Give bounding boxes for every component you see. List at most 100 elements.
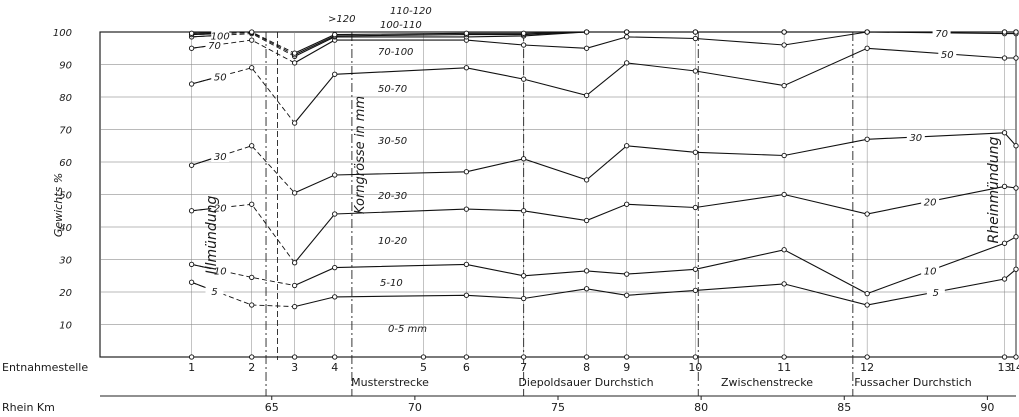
sample-point xyxy=(864,302,870,308)
station-row-label: Entnahmestelle xyxy=(2,361,88,374)
curve-label-bg xyxy=(211,70,230,83)
curve-label-bg xyxy=(211,201,230,214)
sample-point xyxy=(463,292,470,298)
sample-point xyxy=(692,149,699,155)
sample-point xyxy=(463,261,470,268)
sample-point xyxy=(864,45,870,51)
sample-point xyxy=(583,177,590,183)
fraction-label-50-70: 50-70 xyxy=(378,84,407,95)
station-marker xyxy=(1013,354,1019,360)
station-label: 7 xyxy=(520,361,527,374)
sample-point xyxy=(781,191,787,198)
station-label: 6 xyxy=(463,361,470,374)
sample-point xyxy=(332,211,338,217)
curve-label: 30 xyxy=(909,133,922,144)
sample-point xyxy=(1013,29,1019,35)
station-marker xyxy=(1001,354,1008,360)
sample-point xyxy=(521,208,527,214)
sample-point xyxy=(781,29,787,35)
sample-point xyxy=(624,201,630,207)
y-axis-title: Gewichts % xyxy=(52,173,65,237)
sample-point xyxy=(1013,55,1019,61)
sample-point xyxy=(291,303,298,310)
station-label: 12 xyxy=(860,361,874,374)
station-marker xyxy=(781,354,787,360)
sample-point xyxy=(583,217,590,224)
curve-label: 50 xyxy=(214,72,227,83)
sample-point xyxy=(188,279,195,285)
sample-point xyxy=(521,295,527,302)
sample-point xyxy=(624,271,630,277)
sample-point xyxy=(864,29,870,35)
curve-label-bg xyxy=(205,284,224,297)
fraction-label-30-50: 30-50 xyxy=(378,136,407,147)
sample-point xyxy=(1001,183,1008,190)
curve-label-bg xyxy=(906,130,925,143)
km-tick-label: 90 xyxy=(980,401,994,414)
sample-point xyxy=(463,30,470,36)
sample-point xyxy=(692,287,699,294)
curve-label: 50 xyxy=(941,50,954,61)
sample-point xyxy=(291,120,298,126)
sample-point xyxy=(624,143,630,149)
sample-point xyxy=(1001,29,1008,35)
curve-label-bg xyxy=(211,149,230,162)
curve-label: 10 xyxy=(924,267,937,278)
fraction-label-gt120: >120 xyxy=(328,14,355,25)
station-label: 11 xyxy=(777,361,791,374)
y-tick-label: 90 xyxy=(59,61,72,72)
station-marker xyxy=(624,354,630,360)
sample-point xyxy=(583,286,590,292)
sample-points xyxy=(188,29,1019,310)
sample-point xyxy=(692,204,699,211)
station-label: 2 xyxy=(248,361,255,374)
km-tick-label: 70 xyxy=(408,401,422,414)
sample-point xyxy=(692,266,699,272)
sample-point xyxy=(249,143,255,149)
sample-point xyxy=(583,29,590,35)
sample-point xyxy=(188,162,195,168)
sample-point xyxy=(332,264,338,271)
curve-label-bg xyxy=(921,264,940,277)
gridlines xyxy=(100,32,1017,357)
section-boundaries xyxy=(265,32,854,396)
station-marker xyxy=(864,354,870,360)
station-marker xyxy=(332,354,338,360)
sample-point xyxy=(692,29,699,35)
station-marker xyxy=(521,354,527,360)
sample-point xyxy=(188,208,195,214)
y-tick-label: 50 xyxy=(59,191,72,202)
curve-label: 30 xyxy=(214,152,227,163)
curve-label-bg xyxy=(938,47,957,60)
curve-label: 70 xyxy=(208,41,221,52)
curve-5 xyxy=(294,268,1017,308)
sample-point xyxy=(1013,185,1019,191)
station-marker xyxy=(249,354,255,360)
fraction-label-5-10: 5-10 xyxy=(380,278,403,289)
fraction-label-10-20: 10-20 xyxy=(378,236,407,247)
station-marker xyxy=(692,354,699,360)
station-label: 3 xyxy=(291,361,298,374)
sample-point xyxy=(291,50,298,56)
y-tick-label: 80 xyxy=(59,93,72,104)
sample-point xyxy=(781,42,787,48)
y-tick-label: 60 xyxy=(59,158,72,169)
y-tick-label: 10 xyxy=(59,321,72,332)
curve-label: 70 xyxy=(935,29,948,40)
station-label: 9 xyxy=(623,361,630,374)
y-tick-label: 30 xyxy=(59,256,72,267)
sample-point xyxy=(781,281,787,287)
km-row-label: Rhein Km xyxy=(2,401,55,414)
sample-point xyxy=(781,152,787,159)
sample-point xyxy=(781,82,787,89)
station-marker xyxy=(188,354,195,360)
station-label: 1 xyxy=(188,361,195,374)
km-tick-label: 85 xyxy=(837,401,851,414)
curve-label: 20 xyxy=(214,204,227,215)
y-tick-label: 20 xyxy=(59,288,72,299)
sample-point xyxy=(249,302,255,308)
curve-label-bg xyxy=(926,286,945,298)
y-tick-label: 70 xyxy=(59,126,72,137)
y-axis: 10 20 30 40 50 60 70 80 90 100 xyxy=(53,28,72,332)
